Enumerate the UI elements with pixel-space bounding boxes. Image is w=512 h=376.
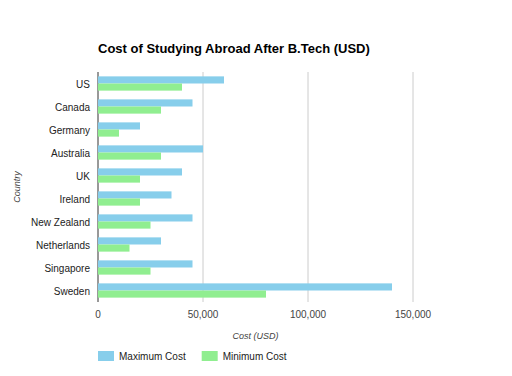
bar (98, 153, 161, 160)
chart: Cost of Studying Abroad After B.Tech (US… (0, 0, 512, 376)
bar (98, 130, 119, 137)
y-tick-label: Netherlands (36, 240, 90, 251)
y-tick-label: Sweden (54, 286, 90, 297)
y-tick-label: Singapore (44, 263, 90, 274)
bar (98, 291, 266, 298)
grid-line (203, 72, 204, 302)
grid-line (413, 72, 414, 302)
bar (98, 199, 140, 206)
bar (98, 176, 140, 183)
bar (98, 283, 392, 290)
y-tick-label: Ireland (59, 194, 90, 205)
x-tick-label: 50,000 (188, 309, 219, 320)
bar (98, 84, 182, 91)
bar (98, 76, 224, 83)
bar (98, 237, 161, 244)
legend-swatch (98, 351, 114, 361)
legend-label: Maximum Cost (119, 351, 186, 362)
bar (98, 214, 193, 221)
y-tick-label: Australia (51, 148, 90, 159)
y-tick-label: New Zealand (31, 217, 90, 228)
bar (98, 260, 193, 267)
bar (98, 268, 151, 275)
y-tick-label: UK (76, 171, 90, 182)
bar (98, 222, 151, 229)
bar (98, 145, 203, 152)
y-tick-label: US (76, 79, 90, 90)
grid-line (308, 72, 309, 302)
bars (98, 76, 392, 297)
legend-label: Minimum Cost (223, 351, 287, 362)
y-tick-label: Germany (49, 125, 90, 136)
bar (98, 122, 140, 129)
bar (98, 107, 161, 114)
y-tick-label: Canada (55, 102, 90, 113)
bar (98, 168, 182, 175)
bar (98, 245, 130, 252)
bar (98, 191, 172, 198)
bar (98, 99, 193, 106)
x-tick-label: 150,000 (395, 309, 432, 320)
y-axis-title: Country (12, 171, 22, 203)
x-tick-label: 100,000 (290, 309, 327, 320)
chart-title: Cost of Studying Abroad After B.Tech (US… (98, 41, 370, 56)
x-tick-label: 0 (95, 309, 101, 320)
legend-swatch (202, 351, 218, 361)
x-axis-title: Cost (USD) (232, 331, 278, 341)
